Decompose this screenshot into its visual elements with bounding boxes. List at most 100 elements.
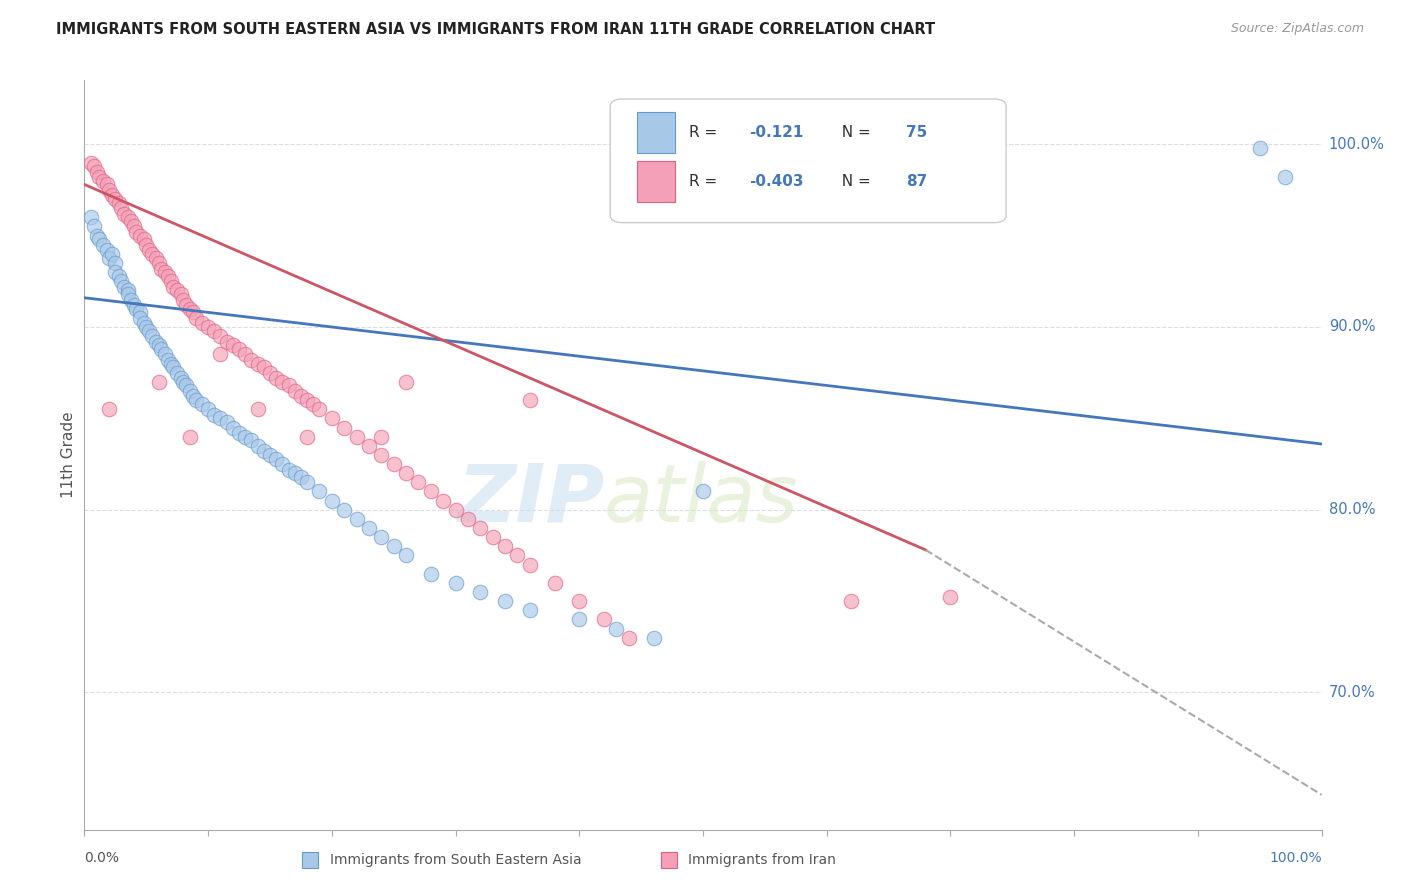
- Point: [444, 575, 467, 590]
- Text: 75: 75: [905, 125, 927, 140]
- Point: [145, 334, 167, 349]
- Point: [481, 530, 503, 544]
- Point: [122, 219, 145, 234]
- Point: [419, 566, 441, 581]
- Point: [321, 411, 343, 425]
- Text: 70.0%: 70.0%: [1329, 685, 1375, 700]
- Point: [568, 612, 591, 626]
- Text: 90.0%: 90.0%: [1329, 319, 1375, 334]
- Point: [357, 439, 380, 453]
- Point: [277, 378, 299, 392]
- Point: [150, 261, 173, 276]
- Point: [246, 439, 269, 453]
- Point: [370, 430, 392, 444]
- Point: [333, 420, 356, 434]
- Point: [253, 360, 276, 375]
- Point: [112, 207, 135, 221]
- Point: [98, 183, 121, 197]
- Point: [79, 155, 101, 169]
- Point: [494, 594, 516, 608]
- Text: N =: N =: [832, 125, 876, 140]
- Point: [108, 195, 131, 210]
- Text: N =: N =: [832, 174, 876, 189]
- Point: [295, 475, 318, 490]
- Point: [333, 502, 356, 516]
- Point: [253, 444, 276, 458]
- Point: [197, 402, 219, 417]
- Text: IMMIGRANTS FROM SOUTH EASTERN ASIA VS IMMIGRANTS FROM IRAN 11TH GRADE CORRELATIO: IMMIGRANTS FROM SOUTH EASTERN ASIA VS IM…: [56, 22, 935, 37]
- Point: [284, 466, 307, 480]
- Point: [120, 214, 142, 228]
- Point: [197, 320, 219, 334]
- Point: [357, 521, 380, 535]
- Point: [209, 347, 232, 361]
- Point: [202, 324, 225, 338]
- Point: [179, 384, 201, 398]
- Point: [174, 298, 197, 312]
- Text: -0.121: -0.121: [749, 125, 803, 140]
- Text: 80.0%: 80.0%: [1329, 502, 1375, 517]
- Point: [148, 338, 170, 352]
- Point: [86, 164, 108, 178]
- Point: [1249, 141, 1271, 155]
- Point: [132, 316, 155, 330]
- Point: [432, 493, 454, 508]
- Point: [160, 357, 183, 371]
- Text: atlas: atlas: [605, 461, 799, 539]
- Point: [308, 402, 330, 417]
- Text: Immigrants from Iran: Immigrants from Iran: [688, 854, 837, 867]
- Text: R =: R =: [689, 125, 723, 140]
- Point: [271, 375, 294, 389]
- Text: R =: R =: [689, 174, 723, 189]
- Point: [135, 237, 157, 252]
- Point: [125, 225, 148, 239]
- Point: [643, 631, 665, 645]
- Point: [89, 232, 111, 246]
- Point: [148, 256, 170, 270]
- Point: [108, 268, 131, 283]
- Text: ZIP: ZIP: [457, 461, 605, 539]
- Text: Source: ZipAtlas.com: Source: ZipAtlas.com: [1230, 22, 1364, 36]
- Point: [100, 247, 122, 261]
- Point: [132, 232, 155, 246]
- Point: [277, 462, 299, 476]
- Point: [346, 430, 368, 444]
- Point: [419, 484, 441, 499]
- Point: [259, 448, 281, 462]
- Point: [184, 310, 207, 325]
- Point: [215, 415, 238, 429]
- Point: [264, 371, 287, 385]
- Point: [104, 192, 127, 206]
- Point: [209, 411, 232, 425]
- Text: 100.0%: 100.0%: [1270, 852, 1322, 865]
- Point: [166, 366, 188, 380]
- Point: [543, 575, 565, 590]
- FancyBboxPatch shape: [637, 161, 675, 202]
- Point: [153, 347, 176, 361]
- Point: [692, 484, 714, 499]
- Point: [153, 265, 176, 279]
- Point: [444, 502, 467, 516]
- Point: [120, 293, 142, 307]
- Point: [125, 301, 148, 316]
- Point: [117, 211, 139, 225]
- Point: [259, 366, 281, 380]
- Point: [172, 375, 194, 389]
- Point: [222, 338, 245, 352]
- Point: [166, 284, 188, 298]
- Point: [295, 393, 318, 408]
- Point: [150, 342, 173, 356]
- Point: [129, 310, 152, 325]
- Point: [370, 448, 392, 462]
- Point: [138, 324, 160, 338]
- Point: [457, 512, 479, 526]
- Point: [222, 420, 245, 434]
- Point: [1274, 170, 1296, 185]
- Point: [98, 402, 121, 417]
- Point: [129, 228, 152, 243]
- Point: [179, 430, 201, 444]
- Point: [174, 378, 197, 392]
- Point: [939, 591, 962, 605]
- Point: [145, 251, 167, 265]
- Point: [157, 352, 180, 367]
